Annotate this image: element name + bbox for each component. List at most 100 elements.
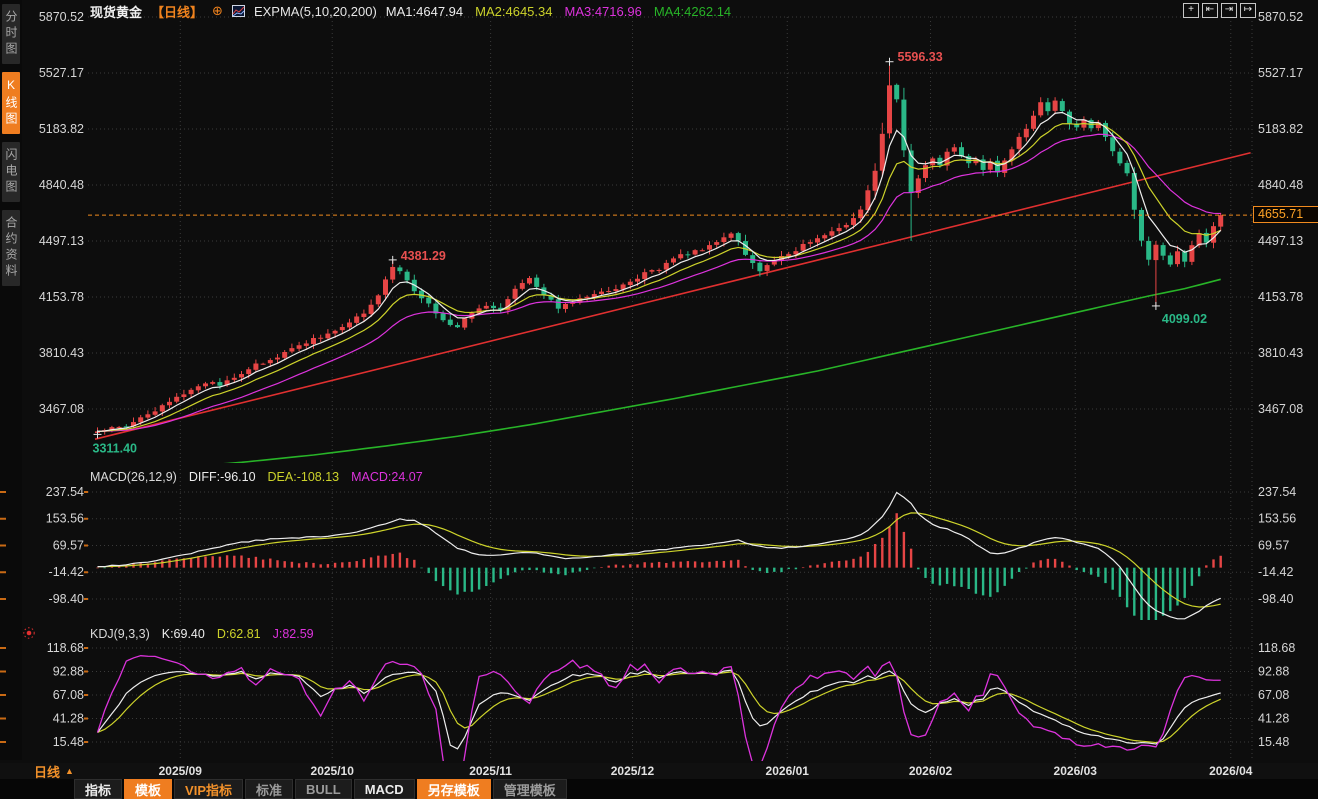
expma10-line [97,122,1221,432]
macd-dea-value: DEA:-108.13 [267,470,340,484]
symbol-name: 现货黄金 [90,4,143,20]
svg-text:4381.29: 4381.29 [401,249,446,263]
macd-diff-value: DIFF:-96.10 [188,470,256,484]
expma20-line [97,133,1221,432]
svg-text:69.57: 69.57 [1258,538,1289,552]
compress-right-icon[interactable]: ⇥ [1221,3,1237,18]
x-axis-label-2025/10: 2025/10 [310,764,354,778]
price-annotation: 3311.40 [93,430,137,456]
macd-histogram [96,513,1222,620]
macd-dea-line [97,512,1221,608]
svg-text:153.56: 153.56 [1258,512,1296,526]
circle-plus-icon[interactable]: ⊕ [212,3,223,18]
svg-text:15.48: 15.48 [53,735,84,749]
kdj-title[interactable]: KDJ(9,3,3) [90,627,150,641]
svg-text:3467.08: 3467.08 [1258,402,1303,416]
compress-left-icon[interactable]: ⇤ [1202,3,1218,18]
svg-text:15.48: 15.48 [1258,735,1289,749]
toolbar-button-7[interactable]: 管理模板 [492,779,567,799]
kdj-d-value: D:62.81 [216,627,261,641]
chart-header: 现货黄金 【日线】 ⊕ EXPMA(5,10,20,200) MA1:4647.… [90,2,731,20]
grid [88,16,1253,761]
macd-pane-header: MACD(26,12,9) DIFF:-96.10 DEA:-108.13 MA… [90,470,423,484]
toolbar-button-1[interactable]: 模板 [124,779,173,799]
toolbar-button-2[interactable]: VIP指标 [174,779,243,799]
svg-text:-14.42: -14.42 [1258,565,1293,579]
svg-text:4840.48: 4840.48 [39,178,84,192]
svg-text:67.08: 67.08 [1258,688,1289,702]
sidebar-tab-2[interactable]: 闪电图 [2,142,20,202]
period-label[interactable]: 日线 [34,764,61,780]
svg-text:5527.17: 5527.17 [1258,66,1303,80]
svg-text:5183.82: 5183.82 [39,122,84,136]
svg-text:-98.40: -98.40 [1258,592,1293,606]
x-axis-label-2026/03: 2026/03 [1053,764,1097,778]
svg-text:5870.52: 5870.52 [39,10,84,24]
kdj-d-line [97,671,1221,744]
svg-text:3467.08: 3467.08 [39,402,84,416]
x-axis-label-2025/09: 2025/09 [158,764,202,778]
svg-text:153.56: 153.56 [46,512,84,526]
svg-text:3810.43: 3810.43 [1258,346,1303,360]
ma1-value: MA1:4647.94 [385,3,464,19]
svg-text:41.28: 41.28 [53,712,84,726]
price-annotation: 5596.33 [885,50,943,66]
kdj-pane-header: KDJ(9,3,3) K:69.40 D:62.81 J:82.59 [90,627,314,641]
x-axis-label-2026/02: 2026/02 [908,764,953,778]
toolbar-button-6[interactable]: 另存模板 [416,779,491,799]
x-axis-label-2025/11: 2025/11 [469,764,512,778]
svg-text:4497.13: 4497.13 [39,234,84,248]
triangle-up-icon[interactable]: ▲ [65,766,74,776]
expma200-line [223,278,1221,463]
ma3-value: MA3:4716.96 [564,3,642,19]
svg-text:3810.43: 3810.43 [39,346,84,360]
svg-text:5183.82: 5183.82 [1258,122,1303,136]
window-controls: + ⇤ ⇥ ↦ [1183,3,1256,18]
x-axis-label-2026/04: 2026/04 [1209,764,1253,778]
current-price-tag: 4655.71 [1253,206,1318,223]
toolbar-button-3[interactable]: 标准 [245,779,294,799]
crosshair-tool-icon[interactable]: + [1183,3,1199,18]
svg-text:237.54: 237.54 [1258,485,1296,499]
price-annotation: 4381.29 [388,249,446,264]
alarm-icon [23,627,35,639]
svg-text:237.54: 237.54 [46,485,84,499]
pan-right-icon[interactable]: ↦ [1240,3,1256,18]
svg-text:4497.13: 4497.13 [1258,234,1303,248]
macd-title[interactable]: MACD(26,12,9) [90,470,177,484]
sidebar-tab-3[interactable]: 合约资料 [2,210,20,286]
svg-text:4099.02: 4099.02 [1162,312,1207,326]
x-axis-label-2026/01: 2026/01 [765,764,809,778]
toolbar-button-4[interactable]: BULL [295,779,352,799]
ma4-value: MA4:4262.14 [653,3,732,19]
expma5-line [97,111,1222,432]
toolbar-button-5[interactable]: MACD [353,779,415,799]
time-axis-strip [0,763,1318,779]
kdj-k-line [97,669,1221,750]
ma-values: MA1:4647.94 MA2:4645.34 MA3:4716.96 MA4:426… [386,4,731,19]
svg-text:118.68: 118.68 [47,641,84,655]
period-tag[interactable]: 【日线】 [151,4,204,20]
svg-text:67.08: 67.08 [53,688,84,702]
svg-text:4840.48: 4840.48 [1258,178,1303,192]
mini-chart-icon[interactable] [231,5,245,17]
svg-text:-14.42: -14.42 [49,565,84,579]
macd-diff-line [97,491,1221,620]
sidebar-tab-0[interactable]: 分时图 [2,4,20,64]
left-tabbar: 分时图 K线图闪电图合约资料 [0,0,22,760]
svg-text:69.57: 69.57 [53,538,84,552]
svg-text:4153.78: 4153.78 [1258,290,1303,304]
sidebar-tab-1[interactable]: K线图 [2,72,20,134]
svg-text:5596.33: 5596.33 [898,50,943,64]
macd-macd-value: MACD:24.07 [351,470,423,484]
svg-text:-98.40: -98.40 [49,592,84,606]
trendline [94,152,1251,440]
svg-text:5870.52: 5870.52 [1258,10,1303,24]
svg-text:41.28: 41.28 [1258,712,1289,726]
period-selector[interactable]: 日线 ▲ [34,763,74,780]
toolbar-button-0[interactable]: 指标 [74,779,123,799]
bottom-toolbar: 指标 模板 VIP指标 标准 BULL MACD 另存模板 管理模板 [0,779,1318,799]
svg-text:4153.78: 4153.78 [39,290,84,304]
ma2-value: MA2:4645.34 [475,3,553,19]
